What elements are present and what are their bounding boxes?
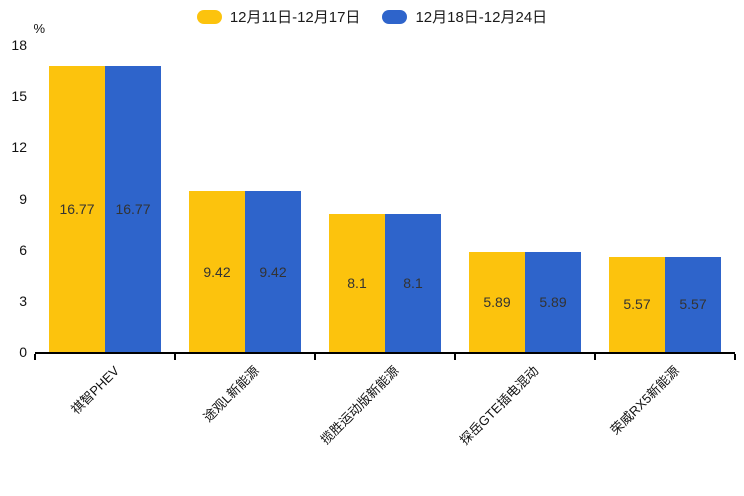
y-axis-tick-label: 18 xyxy=(11,37,27,53)
bar-series-1-祺智PHEV[interactable]: 16.77 xyxy=(49,65,105,352)
bar-value-label: 5.57 xyxy=(623,296,651,313)
x-axis-tick-mark xyxy=(34,354,36,360)
x-axis-category-label: 探岳GTE插电混动 xyxy=(457,363,542,448)
legend-item-series-2[interactable]: 12月18日-12月24日 xyxy=(382,6,547,27)
bar-series-1-探岳GTE插电混动[interactable]: 5.89 xyxy=(469,251,525,352)
y-axis-unit-label: % xyxy=(33,21,45,36)
bar-value-label: 9.42 xyxy=(203,263,231,280)
bar-series-2-荣威RX5新能源[interactable]: 5.57 xyxy=(665,257,721,352)
legend-swatch-icon xyxy=(196,9,222,24)
legend-label: 12月11日-12月17日 xyxy=(229,9,361,26)
legend: 12月11日-12月17日 12月18日-12月24日 xyxy=(0,6,744,27)
y-axis-tick-label: 0 xyxy=(19,344,27,360)
bar-value-label: 8.1 xyxy=(347,274,367,291)
bar-series-2-途观L新能源[interactable]: 9.42 xyxy=(245,191,301,352)
bar-series-1-揽胜运动版新能源[interactable]: 8.1 xyxy=(329,213,385,352)
x-axis-tick-mark xyxy=(734,354,736,360)
bar-value-label: 9.42 xyxy=(259,263,287,280)
bar-value-label: 5.89 xyxy=(539,293,567,310)
x-axis-category-label: 荣威RX5新能源 xyxy=(607,363,682,438)
x-axis-category-label: 揽胜运动版新能源 xyxy=(317,363,402,448)
x-axis-category-label: 祺智PHEV xyxy=(67,363,122,418)
bar-value-label: 16.77 xyxy=(115,200,151,217)
legend-item-series-1[interactable]: 12月11日-12月17日 xyxy=(196,6,361,27)
legend-swatch-icon xyxy=(382,9,408,24)
bar-series-2-祺智PHEV[interactable]: 16.77 xyxy=(105,65,161,352)
x-axis-line xyxy=(35,352,735,354)
y-axis-tick-label: 3 xyxy=(19,292,27,309)
bar-series-2-探岳GTE插电混动[interactable]: 5.89 xyxy=(525,251,581,352)
x-axis-category-label: 途观L新能源 xyxy=(200,363,262,425)
bar-series-1-荣威RX5新能源[interactable]: 5.57 xyxy=(609,257,665,352)
x-axis-tick-mark xyxy=(594,354,596,360)
legend-label: 12月18日-12月24日 xyxy=(415,9,548,26)
bar-series-1-途观L新能源[interactable]: 9.42 xyxy=(189,191,245,352)
bar-value-label: 5.89 xyxy=(483,293,511,310)
bar-value-label: 5.57 xyxy=(679,296,707,313)
bar-value-label: 8.1 xyxy=(403,274,423,291)
y-axis-tick-label: 15 xyxy=(11,88,27,105)
y-axis-tick-label: 9 xyxy=(19,190,27,207)
x-axis-tick-mark xyxy=(174,354,176,360)
x-axis-tick-mark xyxy=(314,354,316,360)
y-axis-tick-label: 12 xyxy=(11,139,27,156)
x-axis-tick-mark xyxy=(454,354,456,360)
bar-series-2-揽胜运动版新能源[interactable]: 8.1 xyxy=(385,213,441,352)
bar-value-label: 16.77 xyxy=(59,200,95,217)
y-axis-tick-label: 6 xyxy=(19,241,27,258)
